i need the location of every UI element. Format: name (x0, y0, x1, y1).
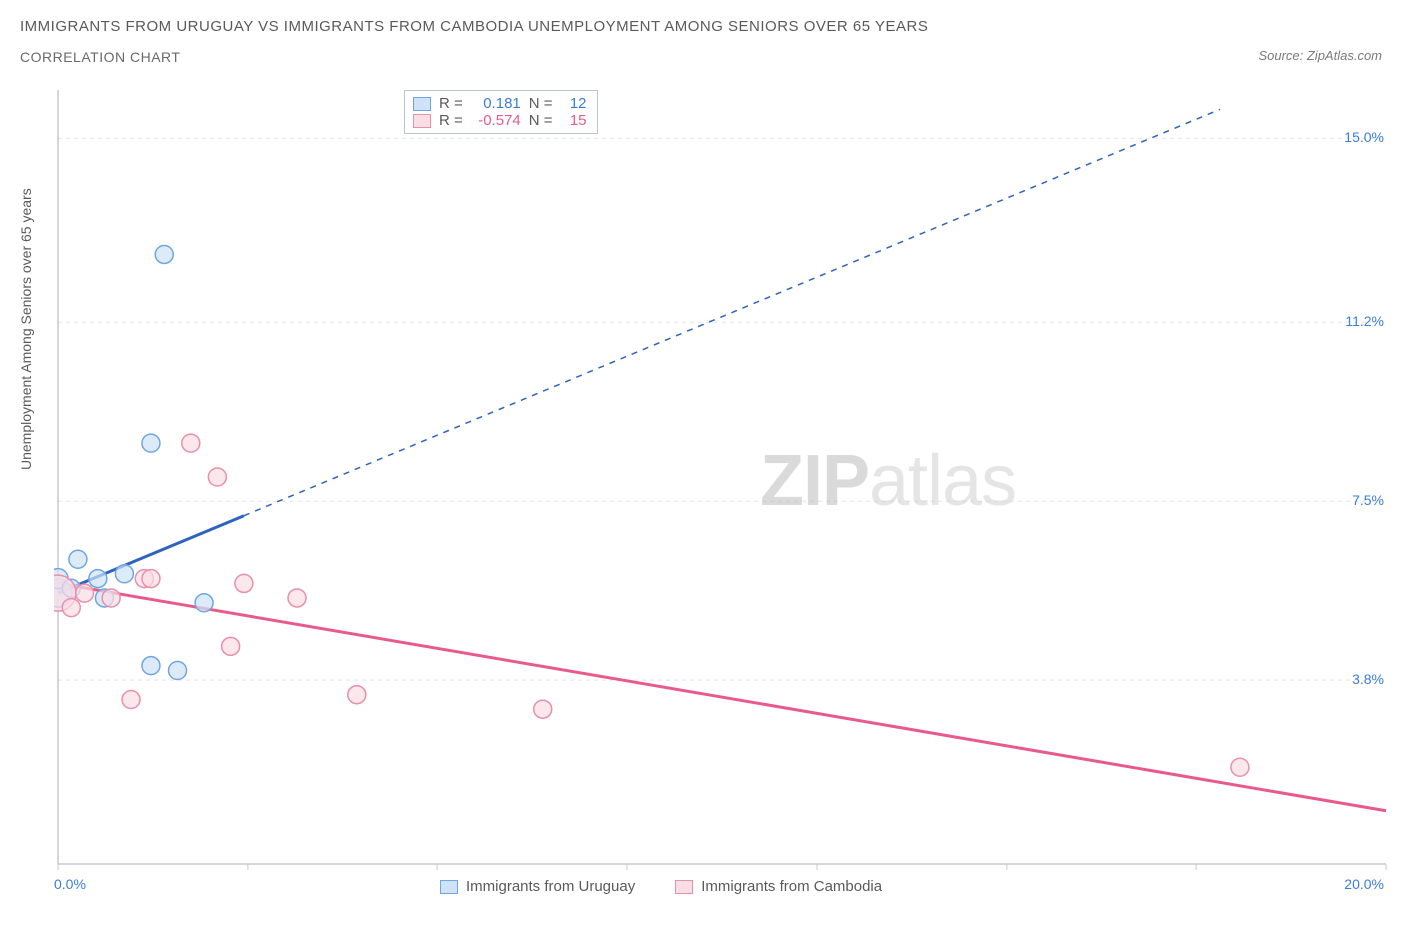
stat-r-value: 0.181 (471, 95, 521, 112)
stats-row: R = -0.574 N = 15 (413, 112, 587, 129)
stat-r-label: R = (439, 112, 463, 129)
stat-r-label: R = (439, 95, 463, 112)
stats-row: R = 0.181 N = 12 (413, 95, 587, 112)
legend-item: Immigrants from Uruguay (440, 878, 635, 895)
x-tick-label: 20.0% (1344, 876, 1384, 892)
source-label: Source: ZipAtlas.com (1258, 48, 1382, 63)
watermark: ZIPatlas (760, 440, 1016, 522)
legend-item: Immigrants from Cambodia (675, 878, 882, 895)
scatter-plot (54, 86, 1390, 876)
title-area: IMMIGRANTS FROM URUGUAY VS IMMIGRANTS FR… (0, 0, 1406, 65)
watermark-bold: ZIP (760, 441, 869, 521)
legend-label: Immigrants from Uruguay (466, 878, 635, 895)
x-tick-label: 0.0% (54, 876, 86, 892)
stat-n-label: N = (529, 112, 553, 129)
swatch-icon (413, 97, 431, 111)
y-tick-label: 11.2% (1345, 313, 1384, 329)
swatch-icon (413, 114, 431, 128)
legend: Immigrants from Uruguay Immigrants from C… (440, 878, 882, 895)
y-tick-label: 15.0% (1344, 129, 1384, 145)
stat-r-value: -0.574 (471, 112, 521, 129)
chart-area: 3.8%7.5%11.2%15.0%0.0%20.0% (54, 86, 1390, 876)
legend-label: Immigrants from Cambodia (701, 878, 882, 895)
swatch-icon (440, 880, 458, 894)
watermark-light: atlas (869, 441, 1016, 521)
y-axis-label: Unemployment Among Seniors over 65 years (18, 188, 34, 470)
page-title: IMMIGRANTS FROM URUGUAY VS IMMIGRANTS FR… (20, 18, 1386, 35)
stat-n-label: N = (529, 95, 553, 112)
swatch-icon (675, 880, 693, 894)
y-tick-label: 7.5% (1352, 492, 1384, 508)
page-subtitle: CORRELATION CHART (20, 49, 1386, 65)
y-tick-label: 3.8% (1352, 671, 1384, 687)
stats-box: R = 0.181 N = 12 R = -0.574 N = 15 (404, 90, 598, 134)
stat-n-value: 12 (561, 95, 587, 112)
stat-n-value: 15 (561, 112, 587, 129)
